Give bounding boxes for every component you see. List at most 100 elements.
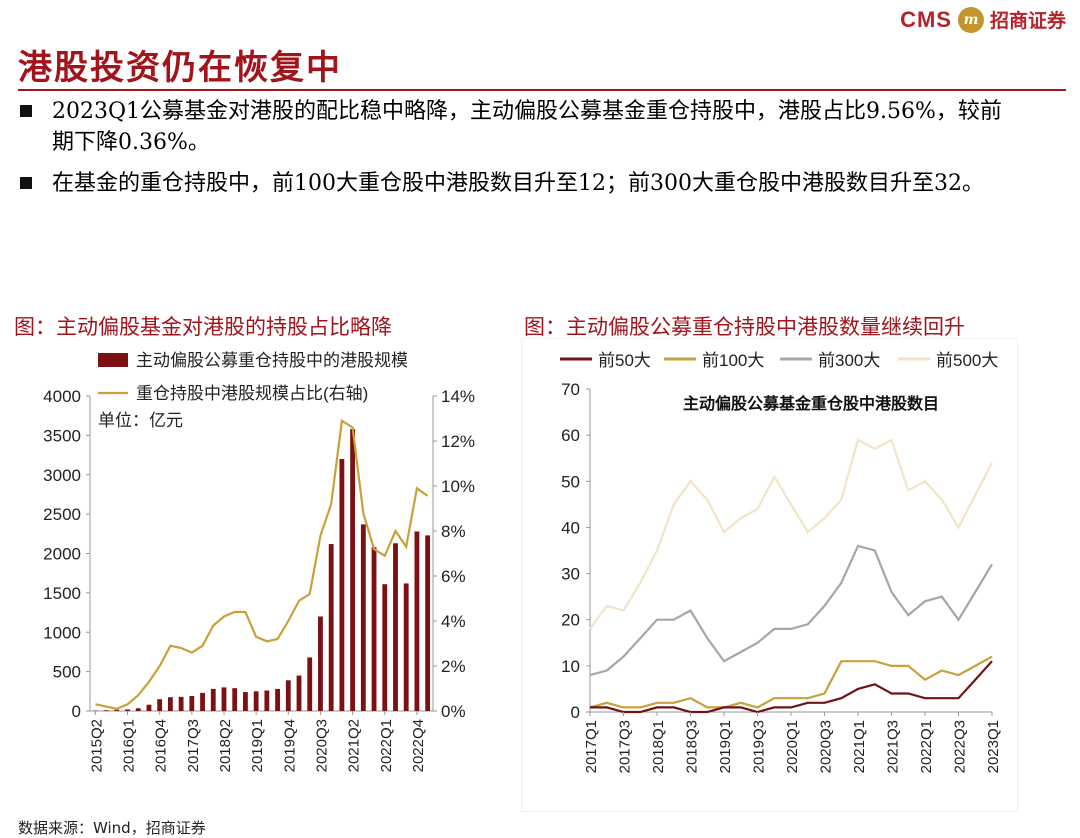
bar xyxy=(146,704,152,711)
right-chart-panel: 0 10 20 30 40 50 60 70 2017Q1 2017Q3 2018Q1 2018Q3 2… xyxy=(521,338,1018,812)
x-tick-label: 2020Q1 xyxy=(784,720,801,773)
y-tick-label: 50 xyxy=(561,472,580,491)
y-tick-label: 20 xyxy=(561,611,580,630)
x-tick-label: 2019Q1 xyxy=(717,720,734,773)
right-chart-svg: 0 10 20 30 40 50 60 70 2017Q1 2017Q3 2018Q1 2018Q3 2… xyxy=(560,351,1002,773)
bar xyxy=(318,616,323,711)
x-tick-label: 2017Q1 xyxy=(583,720,600,773)
bar xyxy=(382,584,388,711)
x-tick-label: 2018Q1 xyxy=(650,720,667,773)
legend-label: 前100大 xyxy=(702,351,764,370)
left-chart-svg: 0 500 1000 1500 2000 2500 3000 3500 4000 0% 2% 4% 6%… xyxy=(43,351,475,772)
chart-inner-title: 主动偏股公募基金重仓股中港股数目 xyxy=(683,394,939,413)
bar xyxy=(114,709,120,711)
x-tick-label: 2021Q3 xyxy=(885,720,902,773)
legend-label-bar: 主动偏股公募重仓持股中的港股规模 xyxy=(136,351,408,370)
right-y-tick-label: 12% xyxy=(441,432,475,451)
legend-label-line: 重仓持股中港股规模占比(右轴) xyxy=(136,384,368,403)
x-tick-label: 2020Q3 xyxy=(818,720,835,773)
legend-label: 前300大 xyxy=(818,351,880,370)
x-tick-label: 2021Q2 xyxy=(346,719,363,772)
x-tick-label: 2017Q3 xyxy=(185,719,202,772)
x-tick-label: 2023Q1 xyxy=(985,720,1002,773)
x-tick-label: 2016Q4 xyxy=(153,719,170,772)
x-tick-label: 2016Q1 xyxy=(121,719,138,772)
bar xyxy=(275,688,280,711)
brand-chinese: 招商证券 xyxy=(989,10,1066,32)
right-y-tick-label: 4% xyxy=(441,612,466,631)
right-y-tick-label: 0% xyxy=(441,702,466,721)
bar xyxy=(285,680,291,711)
bullet-item: 在基金的重仓持股中，前100大重仓股中港股数目升至12；前300大重仓股中港股数… xyxy=(18,168,1018,199)
right-y-tick-label: 2% xyxy=(441,657,466,676)
x-tick-label: 2022Q1 xyxy=(918,720,935,773)
x-tick-label: 2019Q3 xyxy=(751,720,768,773)
right-y-tick-label: 10% xyxy=(441,477,475,496)
x-tick-label: 2019Q1 xyxy=(249,719,266,772)
bar xyxy=(414,531,420,711)
left-y-tick-label: 1500 xyxy=(43,584,81,603)
bar xyxy=(425,535,431,711)
bar xyxy=(339,459,345,711)
series-line xyxy=(590,660,993,714)
x-tick-label: 2018Q2 xyxy=(217,719,234,772)
bar xyxy=(178,696,184,711)
bar xyxy=(350,429,356,711)
legend-label: 前50大 xyxy=(598,351,651,370)
left-y-tick-label: 500 xyxy=(53,663,81,682)
y-tick-label: 60 xyxy=(561,426,580,445)
left-y-tick-label: 3000 xyxy=(43,466,81,485)
x-tick-label: 2017Q3 xyxy=(617,720,634,773)
legend-label: 前500大 xyxy=(936,351,998,370)
bar xyxy=(125,709,130,711)
series-line-share xyxy=(95,418,429,710)
bar xyxy=(296,675,302,711)
bar xyxy=(328,544,334,711)
left-y-tick-label: 0 xyxy=(72,702,81,721)
y-tick-label: 30 xyxy=(561,565,580,584)
bar xyxy=(371,547,377,711)
x-tick-label: 2020Q3 xyxy=(313,719,330,772)
brand-mark-icon: m xyxy=(957,6,984,33)
bar xyxy=(221,687,227,711)
right-y-tick-label: 6% xyxy=(441,567,466,586)
bar xyxy=(189,696,195,711)
left-chart-title: 图：主动偏股基金对港股的持股占比略降 xyxy=(14,315,392,339)
bar xyxy=(210,688,216,711)
y-tick-label: 40 xyxy=(561,518,580,537)
series-line xyxy=(589,655,993,709)
right-y-tick-label: 8% xyxy=(441,522,466,541)
brand-logo: CMS m 招商证券 xyxy=(900,6,1066,33)
left-y-tick-label: 3500 xyxy=(43,426,81,445)
bar xyxy=(393,543,398,711)
y-tick-label: 10 xyxy=(561,657,580,676)
bar xyxy=(360,524,366,711)
legend-swatch-bar xyxy=(98,353,128,367)
bullet-square-icon xyxy=(20,177,32,189)
x-tick-label: 2019Q4 xyxy=(281,719,298,772)
bar xyxy=(157,699,163,711)
left-chart-panel: 0 500 1000 1500 2000 2500 3000 3500 4000 0% 2% 4% 6%… xyxy=(6,338,511,810)
title-divider xyxy=(18,89,1066,91)
series-line xyxy=(589,544,993,677)
x-tick-label: 2022Q1 xyxy=(378,719,395,772)
brand-latin: CMS xyxy=(900,6,952,32)
page-title: 港股投资仍在恢复中 xyxy=(18,48,342,88)
bar xyxy=(167,697,173,711)
bullet-text: 2023Q1公募基金对港股的配比稳中略降，主动偏股公募基金重仓持股中，港股占比9… xyxy=(52,99,1002,155)
bar xyxy=(200,692,205,711)
bullet-text: 在基金的重仓持股中，前100大重仓股中港股数目升至12；前300大重仓股中港股数… xyxy=(52,171,984,196)
x-tick-label: 2018Q3 xyxy=(684,720,701,773)
bar xyxy=(103,710,109,711)
left-y-tick-label: 1000 xyxy=(43,623,81,642)
bar xyxy=(253,691,259,711)
right-y-tick-label: 14% xyxy=(441,387,475,406)
x-tick-label: 2015Q2 xyxy=(88,719,105,772)
bullet-item: 2023Q1公募基金对港股的配比稳中略降，主动偏股公募基金重仓持股中，港股占比9… xyxy=(18,96,1018,158)
series-line xyxy=(589,438,993,630)
bar xyxy=(232,688,238,711)
bar xyxy=(307,657,313,711)
bar xyxy=(403,583,409,711)
bar xyxy=(243,692,248,711)
x-tick-label: 2021Q1 xyxy=(851,720,868,773)
